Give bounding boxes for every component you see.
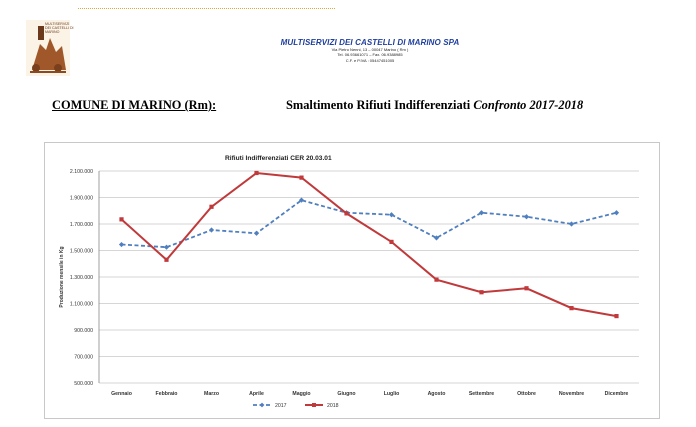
company-name: MULTISERVIZI DEI CASTELLI DI MARINO SPA [280,38,460,47]
page-title-sub: Confronto 2017-2018 [473,98,584,112]
x-tick-label: Aprile [249,391,264,397]
data-point-2018 [614,313,619,319]
x-tick-label: Gennaio [111,391,132,397]
legend-label-2018: 2018 [327,403,339,409]
line-chart: Rifiuti Indifferenziati CER 20.03.01 500.… [59,155,639,409]
logo-line: MULTISERVIZI [45,22,70,26]
logo-text: MULTISERVIZI DEI CASTELLI DI MARINO [45,22,85,35]
y-tick-label: 700.000 [74,355,93,361]
y-tick-label: 1.900.000 [70,196,93,202]
legend-label-2017: 2017 [275,403,287,409]
y-tick-label: 1.500.000 [70,249,93,255]
data-point-2018 [389,239,394,244]
data-point-2018 [344,211,349,216]
y-tick-label: 900.000 [74,328,93,334]
company-phone: Tel. 06.93661071 – Fax. 06.9388985 [337,52,403,58]
page-title-main: Smaltimento Rifiuti Indifferenziati [286,98,471,112]
data-point-2017 [523,214,530,220]
x-tick-label: Marzo [204,391,219,397]
data-point-2017 [208,227,215,233]
y-tick-label: 2.100.000 [70,169,93,175]
company-logo [26,20,70,76]
data-point-2017 [568,221,575,227]
data-point-2018 [119,217,124,222]
page-title-right: Smaltimento Rifiuti Indifferenziati Conf… [286,98,583,113]
x-tick-label: Febbraio [156,391,178,397]
data-point-2017 [388,212,395,218]
logo-line: DEI CASTELLI DI [45,26,74,31]
y-tick-label: 500.000 [74,381,93,387]
data-point-2018 [164,257,169,262]
company-vat: C.F. e P.IVA : 05447451005 [345,57,395,63]
data-point-2017 [298,197,305,203]
data-point-2018 [254,170,259,176]
data-point-2018 [299,175,304,180]
data-point-2018 [524,286,529,291]
data-point-2018 [569,306,574,311]
series-line-2018 [120,171,617,318]
y-tick-label: 1.100.000 [70,302,93,308]
y-tick-label: 1.700.000 [70,222,93,228]
x-tick-label: Giugno [337,391,355,397]
chart-frame: Rifiuti Indifferenziati CER 20.03.01 500.… [44,142,660,419]
legend-marker-2017 [259,402,265,408]
company-address: Via Pietro Nenni, 13 – 00047 Marino ( Rm… [331,47,409,52]
chart-title: Rifiuti Indifferenziati CER 20.03.01 [225,155,332,162]
logo-line: MARINO [45,30,60,35]
data-point-2017 [433,235,440,241]
data-point-2018 [479,290,484,295]
data-point-2017 [253,230,260,236]
x-tick-label: Dicembre [605,391,629,397]
page-title-left: COMUNE DI MARINO (Rm): [52,98,217,112]
x-tick-label: Ottobre [517,391,536,397]
company-header: MULTISERVIZI DEI CASTELLI DI MARINO SPA … [200,38,540,63]
legend-marker-2018 [312,403,316,407]
x-tick-label: Agosto [428,391,446,397]
x-tick-label: Novembre [559,391,584,397]
data-point-2017 [163,244,170,250]
y-axis-label: Produzione mensile in Kg [59,246,65,307]
data-point-2017 [478,210,485,216]
data-point-2017 [613,210,620,216]
data-point-2017 [118,241,125,248]
y-tick-label: 1.300.000 [70,275,93,281]
series-line-2017 [121,199,617,249]
data-point-2018 [434,277,439,282]
data-point-2018 [209,204,214,209]
x-tick-label: Luglio [384,391,400,397]
header-divider [78,8,335,9]
x-tick-label: Settembre [469,391,494,397]
x-tick-label: Maggio [292,391,310,397]
